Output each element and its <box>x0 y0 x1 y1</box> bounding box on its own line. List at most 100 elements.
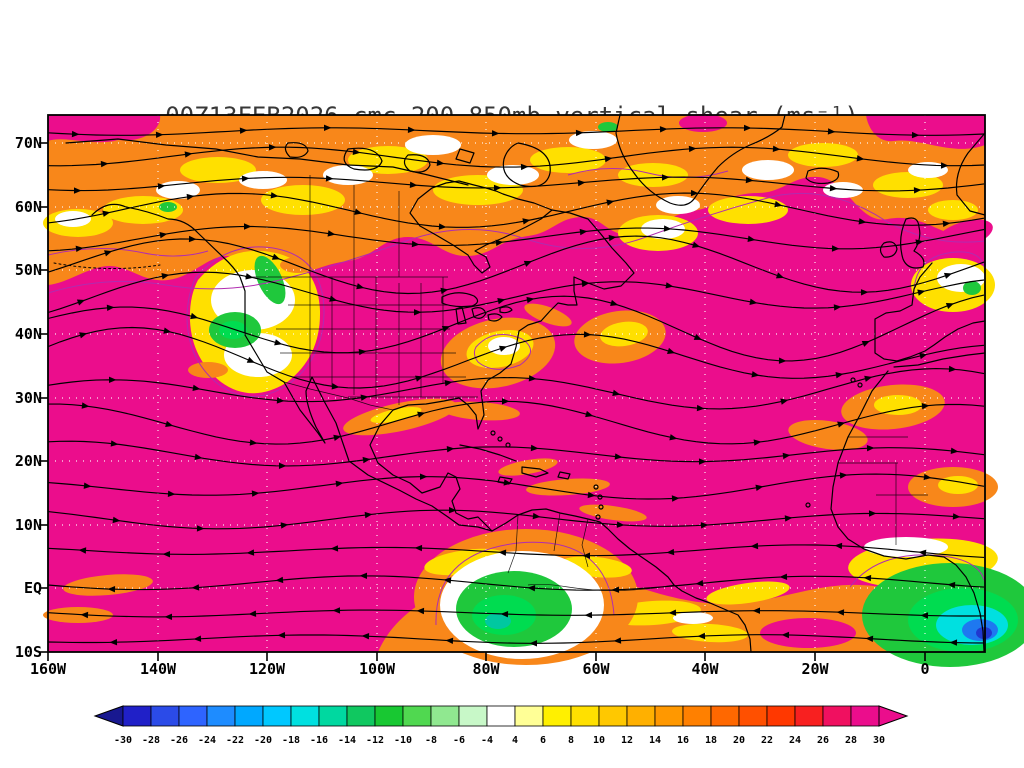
streamline-arrow <box>856 155 865 162</box>
lon-label: 120W <box>248 660 286 678</box>
colorbar-segment <box>150 705 180 727</box>
streamline-arrow <box>583 331 592 338</box>
map-shape <box>706 581 790 605</box>
streamline-arrow <box>860 289 869 296</box>
streamline-arrow <box>582 552 591 559</box>
map-shape <box>497 436 503 442</box>
streamline-arrow <box>863 574 872 582</box>
streamline-arrow <box>107 586 116 593</box>
colorbar-segment <box>486 705 516 727</box>
streamline-arrow <box>76 299 86 306</box>
streamline-arrow <box>839 472 848 479</box>
colorbar-tick-label: 12 <box>621 735 633 746</box>
streamline-arrow <box>837 421 846 428</box>
streamline-arrow <box>271 253 281 260</box>
map-shape <box>557 471 571 480</box>
colorbar-tick-label: -4 <box>481 735 493 746</box>
map-shape <box>673 612 713 624</box>
streamline-arrow <box>858 218 867 225</box>
map-shape <box>598 122 618 132</box>
streamline-arrow <box>186 193 195 201</box>
streamline-arrow <box>503 479 512 486</box>
map-plot <box>39 114 1024 667</box>
streamline-arrow <box>948 365 957 373</box>
colorbar-segment <box>542 705 572 727</box>
map-shape <box>598 504 604 510</box>
lon-label: 40W <box>691 660 719 678</box>
shading-layer <box>43 114 1024 667</box>
streamline-arrow <box>604 155 613 163</box>
streamline-arrow <box>950 447 959 454</box>
streamline-arrow <box>585 410 594 418</box>
streamline-arrow <box>522 218 531 225</box>
colorbar-arrow-right <box>878 705 909 727</box>
colorbar-segment <box>402 705 432 727</box>
streamline-arrow <box>868 510 877 517</box>
streamline-arrow <box>866 445 875 452</box>
streamline-arrow <box>493 184 502 192</box>
streamline-arrow <box>498 549 507 556</box>
colorbar-tick-label: -8 <box>425 735 437 746</box>
streamline-arrow <box>698 458 707 465</box>
map-shape <box>405 135 461 155</box>
streamline-arrow <box>110 440 119 447</box>
coastline-norway <box>955 132 986 216</box>
map-shape <box>254 255 286 305</box>
map-shape <box>838 436 928 545</box>
streamline-arrow <box>745 176 754 184</box>
streamline-arrow <box>102 210 111 217</box>
streamline-arrow <box>780 398 789 405</box>
streamline-arrow <box>441 326 450 332</box>
streamline-arrow <box>943 272 953 279</box>
streamline <box>47 473 985 500</box>
streamline-arrow <box>693 333 702 340</box>
lon-label: 100W <box>358 660 396 678</box>
streamline-arrow <box>666 548 675 556</box>
streamline-arrow <box>523 260 532 267</box>
streamline-arrow <box>193 635 202 642</box>
map-shape <box>527 583 675 591</box>
streamline-arrow <box>579 228 588 236</box>
streamline-arrow <box>248 610 257 617</box>
streamline-arrow <box>833 304 842 311</box>
colorbar-tick-label: -24 <box>198 735 216 746</box>
streamline-arrow <box>613 637 622 644</box>
streamline-arrow <box>409 181 418 188</box>
colorbar-segment <box>822 705 852 727</box>
colorbar: -30 -28 -26 -24 -22 -20 -18 -16 -14 -12 -10 -8 -6 -4 4… <box>93 702 933 750</box>
streamline-arrow <box>663 225 672 232</box>
streamline <box>47 235 985 295</box>
map-shape <box>188 362 228 378</box>
colorbar-segment <box>682 705 712 727</box>
coastline-greenland <box>615 114 786 206</box>
map-shape <box>440 401 520 421</box>
streamline-arrow <box>407 126 416 133</box>
map-shape <box>323 165 373 185</box>
colorbar-tick-label: 28 <box>845 735 857 746</box>
coastline-hispaniola <box>521 466 549 478</box>
streamline-arrow <box>665 282 674 289</box>
lat-label: 70N <box>14 134 42 152</box>
streamline-arrow <box>491 130 500 137</box>
colorbar-segment <box>850 705 880 727</box>
map-shape <box>742 160 794 180</box>
streamline-arrow <box>411 240 420 248</box>
colorbar-segment <box>374 705 404 727</box>
streamline-arrow <box>949 639 958 646</box>
streamline-arrow <box>362 456 371 464</box>
streamline-arrow <box>835 372 844 379</box>
map-shape <box>276 304 478 398</box>
streamline <box>47 609 985 618</box>
streamline-arrow <box>661 174 670 181</box>
colorbar-tick-label: -10 <box>394 735 412 746</box>
streamline-arrow <box>438 223 447 230</box>
streamline-arrow <box>520 163 529 171</box>
streamline <box>47 326 985 389</box>
aleutian-arc <box>53 262 161 270</box>
streamline-arrow <box>918 549 927 556</box>
streamline-arrow <box>501 398 510 405</box>
streamline-arrow <box>614 453 623 460</box>
lon-label: 0 <box>920 660 930 678</box>
streamline-arrow <box>333 434 342 442</box>
streamline-arrow <box>743 124 752 132</box>
